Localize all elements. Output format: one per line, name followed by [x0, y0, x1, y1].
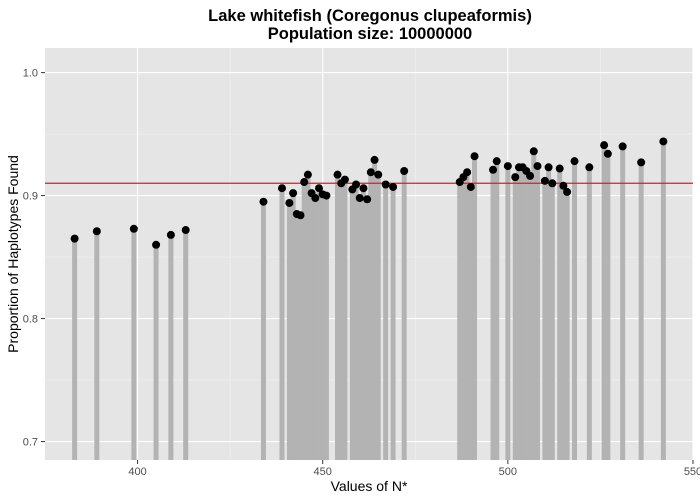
data-point — [492, 157, 501, 166]
data-point — [618, 142, 627, 151]
data-point — [463, 168, 472, 177]
data-point — [129, 224, 138, 233]
data-point — [466, 182, 475, 191]
data-point — [563, 187, 572, 196]
data-point — [166, 230, 175, 239]
data-point — [352, 180, 361, 189]
data-point — [511, 173, 520, 182]
data-point — [355, 194, 364, 203]
data-point — [529, 147, 538, 156]
data-point — [533, 162, 542, 171]
data-point — [363, 195, 372, 204]
y-tick-label: 0.9 — [23, 191, 38, 203]
data-point — [585, 163, 594, 172]
chart-title: Lake whitefish (Coregonus clupeaformis) — [208, 7, 532, 25]
data-point — [603, 149, 612, 158]
chart-subtitle: Population size: 10000000 — [268, 25, 473, 43]
data-point — [359, 184, 368, 193]
points — [70, 137, 668, 249]
data-point — [340, 175, 349, 184]
data-point — [470, 152, 479, 161]
data-point — [600, 141, 609, 150]
x-tick-label: 550 — [684, 466, 700, 478]
data-point — [181, 226, 190, 235]
data-point — [548, 179, 557, 188]
data-point — [503, 162, 512, 171]
data-point — [92, 227, 101, 236]
data-point — [333, 170, 342, 179]
data-point — [259, 197, 268, 206]
data-point — [544, 163, 553, 172]
data-point — [570, 157, 579, 166]
data-point — [489, 165, 498, 174]
data-point — [322, 191, 331, 200]
data-point — [374, 170, 383, 179]
data-point — [637, 158, 646, 167]
data-point — [370, 155, 379, 164]
data-point — [311, 194, 320, 203]
axes: 400 450 500 550 0.7 0.8 0.9 1.0 — [23, 68, 700, 478]
y-axis-title: Proportion of Haplotypes Found — [5, 155, 21, 353]
data-point — [277, 184, 286, 193]
data-point — [285, 198, 294, 207]
data-point — [366, 168, 375, 177]
data-point — [303, 170, 312, 179]
data-point — [300, 178, 309, 187]
data-point — [400, 166, 409, 175]
y-tick-label: 0.8 — [23, 314, 38, 326]
x-tick-label: 500 — [499, 466, 517, 478]
data-point — [526, 171, 535, 180]
data-point — [389, 182, 398, 191]
data-point — [315, 184, 324, 193]
y-tick-label: 0.7 — [23, 437, 38, 449]
data-point — [70, 234, 79, 243]
y-tick-label: 1.0 — [23, 68, 38, 80]
data-point — [296, 211, 305, 220]
x-axis-title: Values of N* — [331, 478, 408, 494]
data-point — [152, 240, 161, 249]
x-tick-label: 400 — [128, 466, 146, 478]
data-point — [659, 137, 668, 146]
data-point — [559, 181, 568, 190]
data-point — [289, 189, 298, 198]
stems — [72, 141, 666, 460]
data-point — [555, 164, 564, 173]
data-point — [381, 180, 390, 189]
x-tick-label: 450 — [314, 466, 332, 478]
data-point — [540, 176, 549, 185]
